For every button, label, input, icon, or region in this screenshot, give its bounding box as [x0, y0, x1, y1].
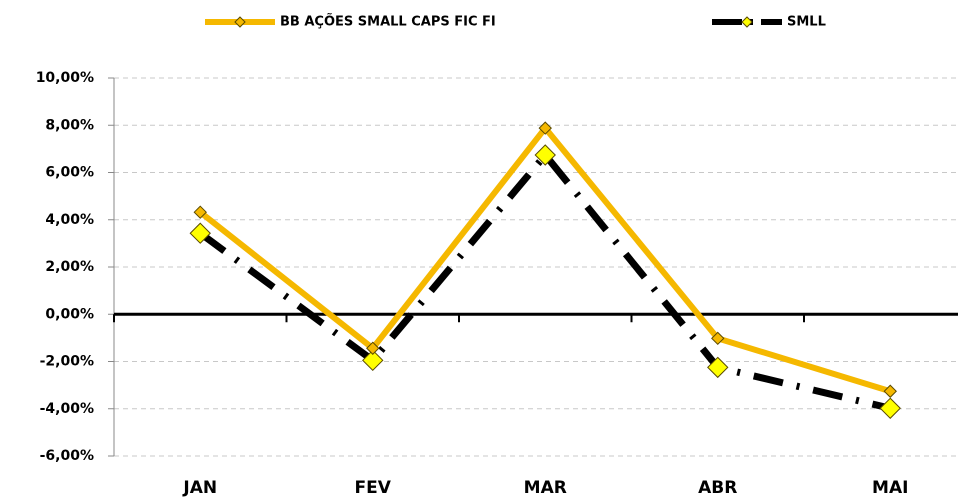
marker: [366, 341, 380, 355]
y-tick-label: 8,00%: [45, 117, 94, 133]
y-tick-label: 10,00%: [36, 70, 94, 86]
y-tick-label: 2,00%: [45, 259, 94, 275]
x-tick-label: MAI: [872, 478, 908, 498]
series-line: [198, 151, 892, 412]
y-tick-label: 0,00%: [45, 306, 94, 322]
marker: [879, 397, 901, 419]
legend-label: BB AÇÕES SMALL CAPS FIC FI: [280, 14, 496, 30]
series-line: [198, 125, 892, 395]
legend-marker: [741, 16, 753, 28]
x-tick-label: JAN: [182, 478, 217, 498]
legend-marker: [234, 16, 246, 28]
legend-label: SMLL: [787, 15, 826, 30]
marker: [189, 222, 211, 244]
marker: [538, 121, 552, 135]
y-tick-label: 4,00%: [45, 212, 94, 228]
marker: [362, 349, 384, 372]
y-tick-label: 6,00%: [45, 165, 94, 181]
y-tick-label: -4,00%: [40, 401, 94, 417]
y-tick-label: -6,00%: [40, 448, 94, 464]
x-tick-label: ABR: [698, 478, 737, 498]
x-tick-label: MAR: [524, 478, 567, 498]
x-tick-label: FEV: [355, 478, 392, 498]
marker: [711, 331, 725, 346]
marker: [193, 205, 207, 219]
marker: [883, 384, 897, 398]
marker: [707, 356, 729, 379]
y-tick-label: -2,00%: [40, 354, 94, 370]
marker: [534, 144, 556, 166]
